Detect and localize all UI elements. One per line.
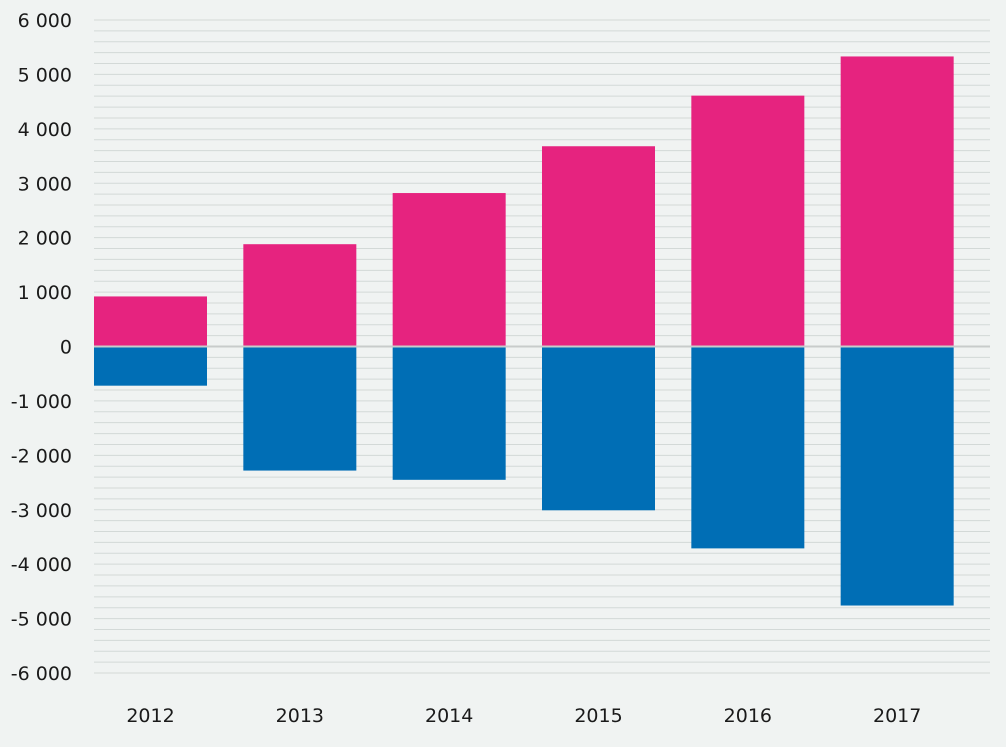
x-tick-label: 2012 [126, 705, 174, 727]
bar-2016-positive [691, 95, 805, 347]
x-tick-label: 2014 [425, 705, 473, 727]
y-tick-label: -4 000 [11, 554, 72, 576]
bar-2014-negative [392, 346, 506, 480]
x-axis-tick-labels: 2012 2013 2014 2015 2016 2017 [126, 705, 921, 727]
bars [94, 56, 954, 606]
y-axis-tick-labels: 6 000 5 000 4 000 3 000 2 000 1 000 0 -1 000 -2 … [11, 10, 72, 685]
bar-2012-negative [94, 346, 207, 386]
bar-2017-positive [840, 56, 954, 347]
bar-2013-negative [243, 346, 357, 471]
bar-2012-positive [94, 296, 207, 347]
y-tick-label: 0 [60, 337, 72, 359]
y-tick-label: -6 000 [11, 663, 72, 685]
bar-2015-negative [542, 346, 655, 511]
bar-2014-positive [392, 193, 506, 347]
x-tick-label: 2017 [873, 705, 921, 727]
x-tick-label: 2016 [724, 705, 772, 727]
y-tick-label: -5 000 [11, 609, 72, 631]
y-tick-label: 4 000 [18, 119, 72, 141]
y-tick-label: -1 000 [11, 391, 72, 413]
y-tick-label: 5 000 [18, 64, 72, 86]
y-tick-label: 6 000 [18, 10, 72, 32]
y-tick-label: 2 000 [18, 228, 72, 250]
bar-2015-positive [542, 146, 655, 347]
y-tick-label: 3 000 [18, 173, 72, 195]
y-tick-label: -2 000 [11, 445, 72, 467]
x-tick-label: 2013 [276, 705, 324, 727]
bar-2013-positive [243, 244, 357, 347]
x-tick-label: 2015 [574, 705, 622, 727]
y-tick-label: -3 000 [11, 500, 72, 522]
bar-2017-negative [840, 346, 954, 606]
bar-2016-negative [691, 346, 805, 549]
y-tick-label: 1 000 [18, 282, 72, 304]
